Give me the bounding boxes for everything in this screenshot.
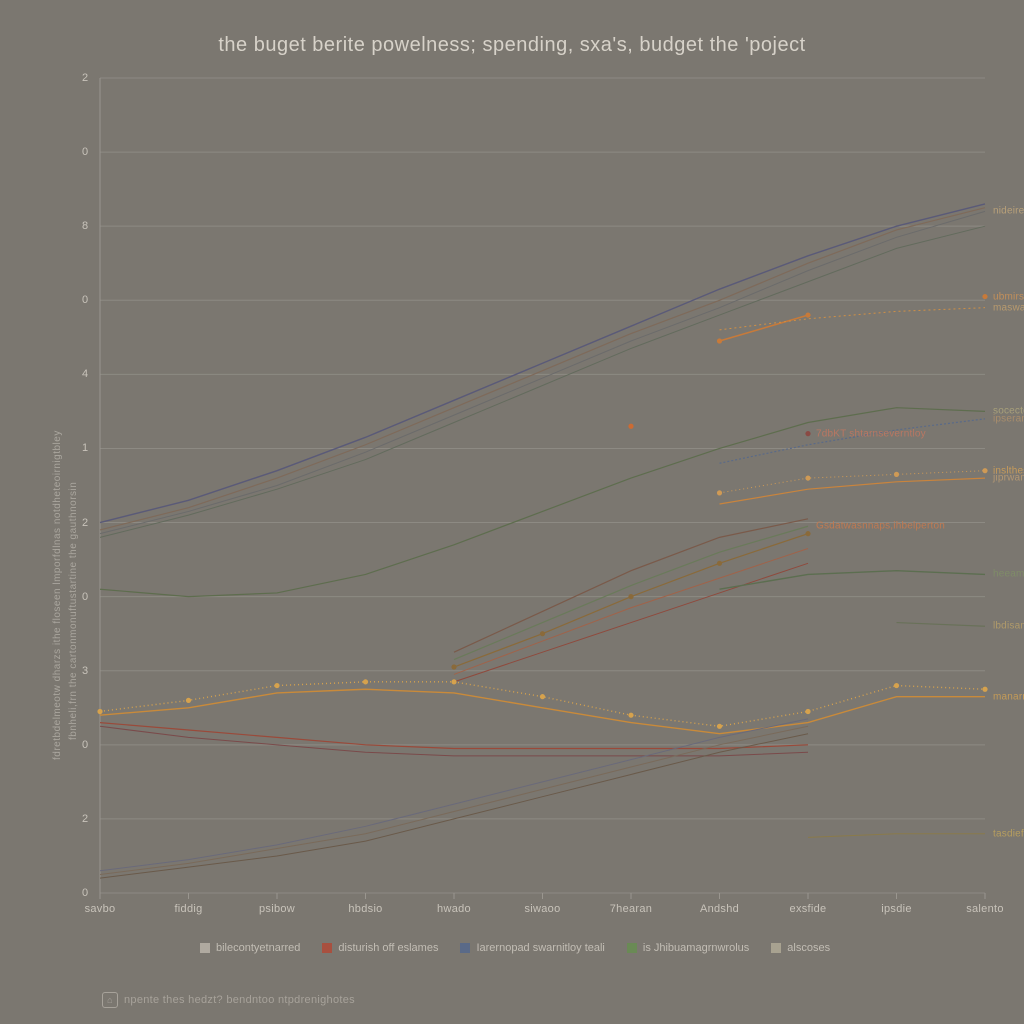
- footnote-icon: ⌂: [102, 992, 118, 1008]
- y-tick-label: 0: [82, 887, 88, 899]
- x-tick-label: exsfide: [790, 903, 827, 915]
- series-label: ubmirshoveormsthorntesunreens: [993, 291, 1024, 302]
- series-label: 7dbKT shtarnseverntloy: [816, 428, 926, 439]
- series-label: maswasramultifwase tx: [993, 302, 1024, 313]
- y-tick-label: 2: [82, 813, 88, 825]
- y-tick-label: 0: [82, 146, 88, 158]
- y-tick-label: 8: [82, 220, 88, 232]
- series-label: Gsdatwasnnaps,ihbelperton: [816, 521, 945, 532]
- plot-svg: [0, 0, 1024, 1024]
- x-tick-label: 7hearan: [610, 903, 652, 915]
- series-label: lbdisamansalantsancan: [993, 621, 1024, 632]
- x-tick-label: siwaoo: [524, 903, 560, 915]
- series-label: tasdieftheion seorise heameten.Antantis …: [993, 828, 1024, 839]
- legend-item: is Jhibuamagrnwrolus: [627, 942, 749, 954]
- y-tick-label: 0: [82, 294, 88, 306]
- x-tick-label: psibow: [259, 903, 295, 915]
- legend-item: disturish off eslames: [322, 942, 438, 954]
- y-axis-title: fdretbdelmeotw dharzs ithe floseen lmpor…: [52, 430, 63, 760]
- legend-label: bilecontyetnarred: [216, 942, 300, 954]
- footnote: ⌂ npente thes hedzt? bendntoo ntpdrenigh…: [102, 992, 355, 1008]
- legend-label: alscoses: [787, 942, 830, 954]
- series-label: heeamther, dan macaeran Ixperent: [993, 569, 1024, 580]
- series-label: jiprwamwini fece tesoto: [993, 473, 1024, 484]
- chart-stage: the buget berite powelness; spending, sx…: [0, 0, 1024, 1024]
- legend-item: Iarernopad swarnitloy teali: [460, 942, 604, 954]
- x-tick-label: fiddig: [174, 903, 202, 915]
- legend-swatch: [771, 943, 781, 953]
- x-tick-label: ipsdie: [881, 903, 912, 915]
- series-label: ipseraniu Avctar ihlkene: [993, 413, 1024, 424]
- y-tick-label: 0: [82, 739, 88, 751]
- legend-item: alscoses: [771, 942, 830, 954]
- x-tick-label: hwado: [437, 903, 471, 915]
- y-tick-label: 2: [82, 517, 88, 529]
- legend-swatch: [200, 943, 210, 953]
- y-tick-label: 0: [82, 591, 88, 603]
- y-tick-label: 1: [82, 442, 88, 454]
- legend-label: disturish off eslames: [338, 942, 438, 954]
- y-tick-label: 2: [82, 72, 88, 84]
- legend-swatch: [322, 943, 332, 953]
- legend: bilecontyetnarred disturish off eslames Ia…: [200, 942, 830, 954]
- x-tick-label: Andshd: [700, 903, 739, 915]
- series-label: nideirerewed liary blamninscheecb: [993, 206, 1024, 217]
- y-axis-title: fbnheli,frn the cartonmonuftustartine th…: [68, 482, 79, 740]
- y-tick-label: 4: [82, 368, 88, 380]
- legend-swatch: [627, 943, 637, 953]
- legend-item: bilecontyetnarred: [200, 942, 300, 954]
- legend-label: Iarernopad swarnitloy teali: [476, 942, 604, 954]
- x-tick-label: salento: [966, 903, 1004, 915]
- legend-label: is Jhibuamagrnwrolus: [643, 942, 749, 954]
- footnote-text: npente thes hedzt? bendntoo ntpdrenighot…: [124, 994, 355, 1006]
- y-tick-label: 3: [82, 665, 88, 677]
- series-label: manarrhemathinesccomeporns ft: [993, 691, 1024, 702]
- x-tick-label: hbdsio: [348, 903, 382, 915]
- x-tick-label: savbo: [85, 903, 116, 915]
- legend-swatch: [460, 943, 470, 953]
